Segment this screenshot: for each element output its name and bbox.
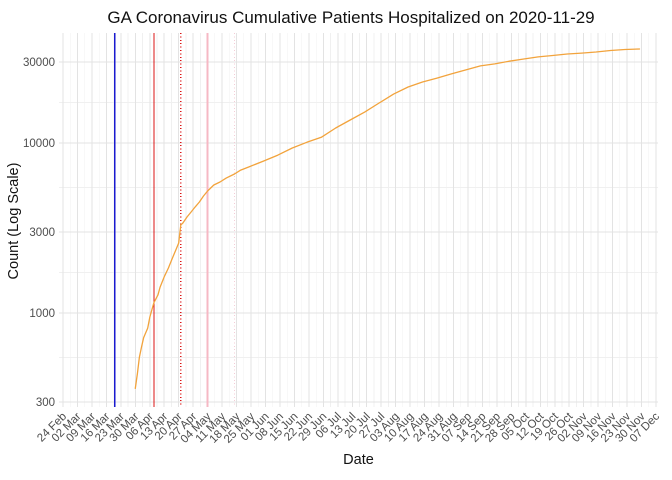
y-tick-label: 300 <box>36 397 55 409</box>
chart-title: GA Coronavirus Cumulative Patients Hospi… <box>107 8 595 27</box>
x-axis-title: Date <box>343 452 374 468</box>
y-tick-label: 3000 <box>29 227 55 239</box>
y-tick-label: 1000 <box>29 308 55 320</box>
y-tick-label: 30000 <box>23 57 55 69</box>
cumulative-hospitalized-line <box>134 48 641 390</box>
y-tick-label: 10000 <box>23 138 55 150</box>
